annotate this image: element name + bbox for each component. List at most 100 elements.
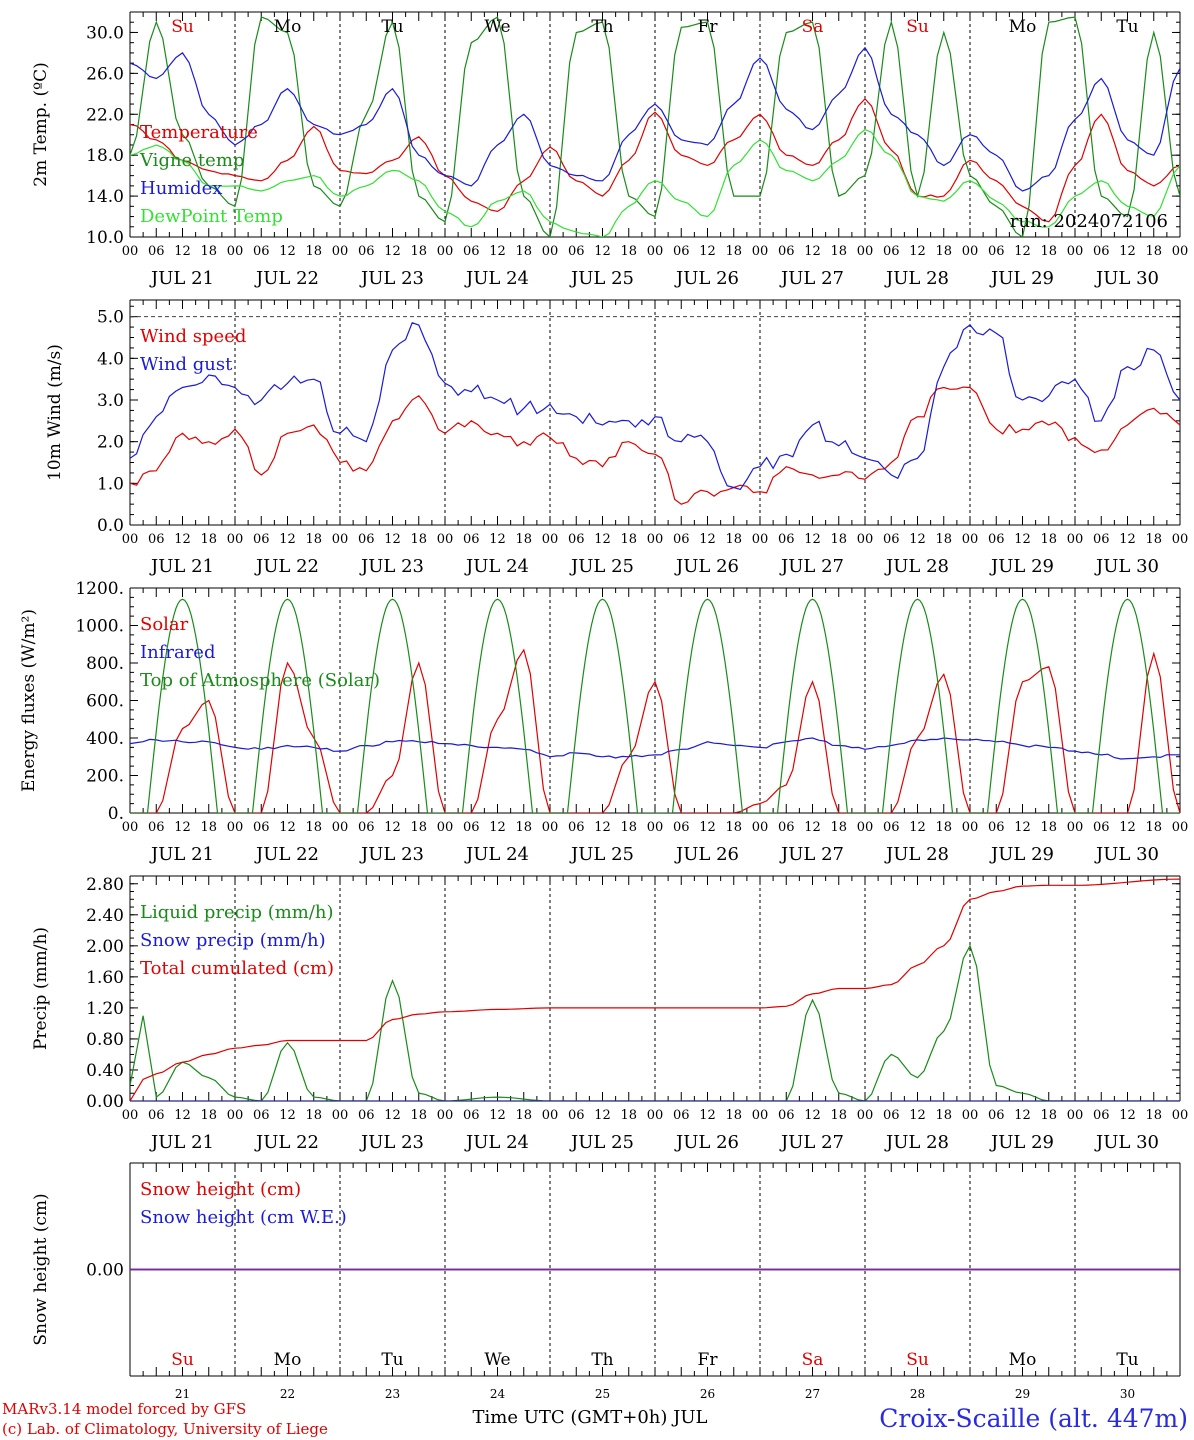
weekday-label: Su — [171, 17, 194, 37]
legend-entry: Humidex — [140, 178, 222, 199]
y-tick-label: 2.80 — [86, 875, 124, 895]
weekday-label: Sa — [802, 1350, 824, 1370]
day-label: JUL 29 — [989, 844, 1054, 865]
hour-label: 12 — [909, 532, 926, 547]
hour-label: 00 — [227, 532, 244, 547]
hour-label: 18 — [515, 820, 532, 835]
hour-label: 00 — [857, 244, 874, 259]
hour-label: 00 — [437, 532, 454, 547]
y-tick-label: 1.20 — [86, 999, 124, 1019]
hour-label: 12 — [1014, 1108, 1031, 1123]
hour-label: 00 — [437, 1108, 454, 1123]
hour-label: 18 — [200, 820, 217, 835]
day-label: JUL 30 — [1094, 268, 1159, 289]
series-group — [130, 878, 1180, 1101]
legend-entry: Liquid precip (mm/h) — [140, 902, 334, 923]
hour-label: 18 — [515, 1108, 532, 1123]
weekday-label: Th — [591, 1350, 613, 1370]
hour-label: 06 — [1093, 820, 1110, 835]
weekday-label: Tu — [381, 17, 403, 37]
day-label: JUL 27 — [779, 268, 844, 289]
legend-entry: Snow height (cm W.E.) — [140, 1207, 347, 1228]
day-label: JUL 22 — [254, 1132, 319, 1153]
day-label: JUL 25 — [569, 844, 634, 865]
hour-label: 18 — [305, 1108, 322, 1123]
hour-label: 18 — [410, 244, 427, 259]
hour-label: 18 — [1040, 820, 1057, 835]
y-tick-label: 600. — [86, 692, 124, 712]
hour-label: 18 — [515, 532, 532, 547]
hour-label: 18 — [1145, 820, 1162, 835]
run-label: run: 2024072106 — [1010, 211, 1168, 232]
hour-label: 00 — [857, 532, 874, 547]
hour-label: 06 — [883, 820, 900, 835]
hour-label: 18 — [410, 1108, 427, 1123]
day-label: JUL 26 — [674, 1132, 739, 1153]
y-tick-label: 1200. — [75, 579, 124, 599]
hour-label: 00 — [752, 820, 769, 835]
hour-label: 18 — [620, 244, 637, 259]
day-number-label: 21 — [175, 1387, 190, 1401]
hour-label: 18 — [1040, 244, 1057, 259]
hour-label: 06 — [358, 820, 375, 835]
footer: MARv3.14 model forced by GFS (c) Lab. of … — [2, 1400, 1188, 1438]
hour-label: 18 — [305, 532, 322, 547]
legend-entry: Solar — [140, 614, 189, 635]
hour-label: 06 — [568, 532, 585, 547]
weekday-label: Mo — [274, 1350, 302, 1370]
hour-label: 06 — [988, 532, 1005, 547]
hour-label: 12 — [384, 244, 401, 259]
legend-entry: Wind gust — [140, 354, 233, 375]
y-tick-label: 1000. — [75, 617, 124, 637]
hour-label: 00 — [857, 1108, 874, 1123]
y-tick-label: 0.0 — [97, 516, 124, 536]
hour-label: 12 — [489, 244, 506, 259]
hour-label: 06 — [568, 244, 585, 259]
hour-label: 06 — [778, 244, 795, 259]
hour-label: 00 — [332, 244, 349, 259]
hour-label: 18 — [725, 244, 742, 259]
hour-label: 06 — [1093, 244, 1110, 259]
hour-label: 00 — [542, 1108, 559, 1123]
hour-label: 00 — [437, 244, 454, 259]
y-tick-label: 14.0 — [86, 187, 124, 207]
day-label: JUL 30 — [1094, 556, 1159, 577]
hour-label: 12 — [489, 820, 506, 835]
hour-label: 12 — [1014, 820, 1031, 835]
day-label: JUL 21 — [149, 1132, 214, 1153]
hour-label: 00 — [542, 820, 559, 835]
hour-label: 06 — [988, 820, 1005, 835]
hour-label: 12 — [1119, 244, 1136, 259]
hour-label: 18 — [725, 820, 742, 835]
hour-label: 12 — [1119, 1108, 1136, 1123]
hour-label: 06 — [883, 244, 900, 259]
series-group — [130, 16, 1180, 237]
hour-label: 06 — [778, 1108, 795, 1123]
hour-label: 18 — [935, 532, 952, 547]
hour-label: 12 — [174, 244, 191, 259]
day-label: JUL 28 — [884, 1132, 949, 1153]
hour-label: 06 — [148, 532, 165, 547]
hour-label: 18 — [305, 244, 322, 259]
legend-entry: Wind speed — [140, 326, 246, 347]
day-label: JUL 29 — [989, 268, 1054, 289]
panel-4: 0.00 0.40 0.80 1.20 1.60 2.00 2.40 2.80 Precip (… — [31, 875, 1188, 1153]
hour-label: 18 — [200, 244, 217, 259]
station-name: Croix-Scaille (alt. 447m) — [879, 1404, 1188, 1433]
hour-label: 00 — [332, 820, 349, 835]
series-line-humidex — [130, 46, 1180, 192]
series-line-total-cumulated-cm- — [130, 878, 1180, 1101]
hour-label: 12 — [909, 244, 926, 259]
hour-label: 06 — [988, 244, 1005, 259]
hour-label: 12 — [909, 1108, 926, 1123]
hour-label: 06 — [673, 1108, 690, 1123]
hour-label: 06 — [673, 244, 690, 259]
hour-label: 06 — [988, 1108, 1005, 1123]
hour-label: 12 — [174, 820, 191, 835]
hour-label: 12 — [804, 244, 821, 259]
legend-entry: Temperature — [140, 122, 258, 143]
y-axis-title: Snow height (cm) — [31, 1193, 51, 1345]
panel-1: 10.0 14.0 18.0 22.0 26.0 30.0 2m Temp. (ºC) Tem… — [31, 11, 1188, 289]
hour-label: 12 — [804, 1108, 821, 1123]
